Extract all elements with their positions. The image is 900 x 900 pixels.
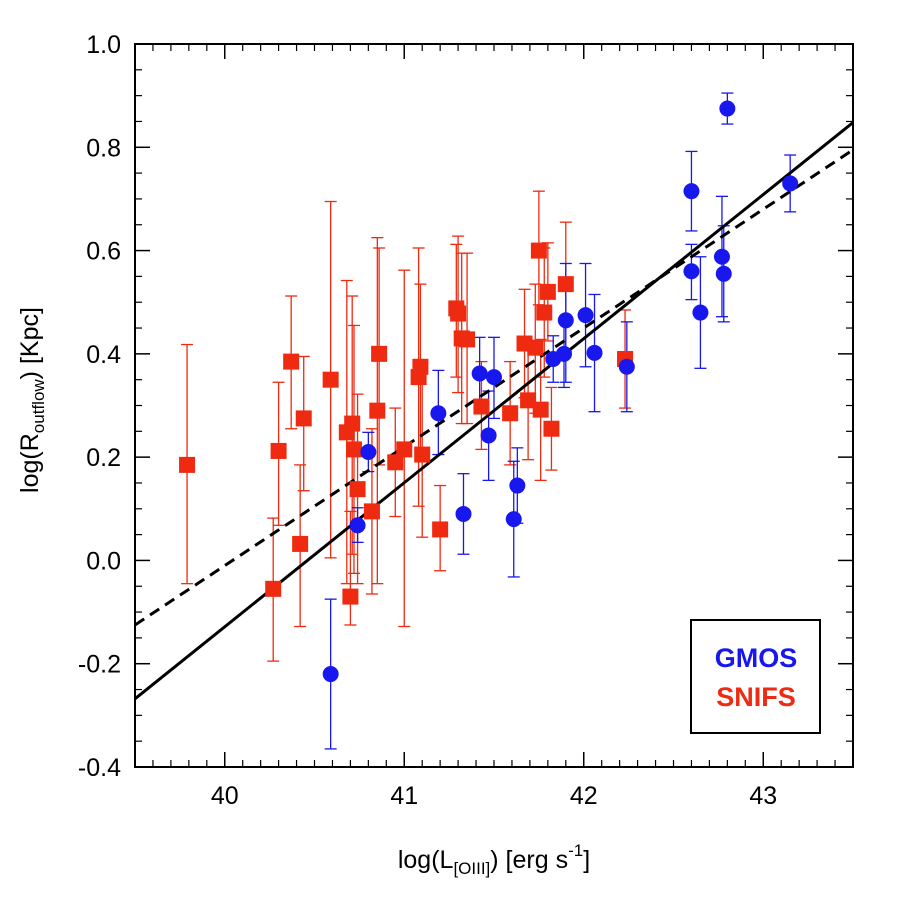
gmos-data-point bbox=[471, 365, 488, 382]
snifs-data-point bbox=[283, 353, 300, 370]
legend-snifs-label: SNIFS bbox=[716, 682, 796, 712]
solid-fit-line bbox=[134, 121, 854, 701]
gmos-data-point bbox=[505, 511, 522, 528]
gmos-data-point bbox=[557, 312, 574, 329]
gmos-data-point bbox=[586, 344, 603, 361]
snifs-data-point bbox=[345, 441, 362, 458]
gmos-data-point bbox=[486, 369, 502, 386]
ticks-layer: 40 41 42 43 -0.4 -0.2 0.0 0.2 0.4 0.6 0.8 1.0 bbox=[78, 31, 854, 810]
snifs-data-point bbox=[432, 521, 449, 538]
snifs-data-point bbox=[530, 242, 547, 259]
snifs-data-point bbox=[295, 410, 312, 427]
x-tick-label: 41 bbox=[390, 782, 418, 810]
gmos-data-point bbox=[349, 517, 366, 534]
snifs-data-point bbox=[396, 441, 413, 458]
gmos-data-point bbox=[719, 100, 736, 117]
snifs-data-point bbox=[459, 331, 476, 348]
gmos-data-point bbox=[480, 427, 497, 444]
gmos-data-point bbox=[509, 477, 526, 494]
snifs-data-point bbox=[520, 392, 537, 409]
snifs-data-point bbox=[292, 535, 309, 552]
y-axis-label: log(Routflow) [Kpc] bbox=[16, 307, 48, 493]
gmos-data-point bbox=[692, 304, 709, 321]
gmos-data-point bbox=[455, 505, 472, 522]
snifs-data-point bbox=[414, 446, 431, 463]
gmos-data-point bbox=[715, 265, 732, 282]
y-tick-label: 1.0 bbox=[86, 31, 121, 59]
snifs-data-point bbox=[349, 481, 366, 498]
snifs-data-point bbox=[369, 402, 386, 419]
gmos-data-point bbox=[360, 443, 377, 460]
y-tick-label: 0.2 bbox=[86, 444, 121, 472]
gmos-data-point bbox=[618, 358, 635, 375]
gmos-data-point bbox=[556, 345, 573, 362]
y-tick-label: -0.4 bbox=[78, 754, 121, 782]
gmos-data-point bbox=[713, 248, 730, 265]
x-tick-label: 43 bbox=[749, 782, 777, 810]
snifs-data-point bbox=[387, 454, 404, 471]
gmos-data-point bbox=[683, 263, 700, 280]
y-tick-label: 0.8 bbox=[86, 134, 121, 162]
snifs-data-point bbox=[502, 405, 519, 422]
gmos-data-point bbox=[782, 175, 799, 192]
snifs-data-point bbox=[270, 442, 287, 459]
y-tick-label: -0.2 bbox=[78, 651, 121, 679]
snifs-data-point bbox=[344, 415, 361, 432]
data-points-layer bbox=[179, 100, 799, 683]
snifs-data-point bbox=[527, 339, 544, 356]
x-tick-label: 40 bbox=[211, 782, 239, 810]
y-tick-label: 0.4 bbox=[86, 341, 121, 369]
plot-frame bbox=[134, 43, 854, 768]
snifs-data-point bbox=[265, 580, 282, 597]
snifs-data-point bbox=[536, 304, 553, 321]
snifs-data-point bbox=[412, 358, 429, 375]
snifs-data-point bbox=[543, 420, 560, 437]
gmos-data-point bbox=[683, 183, 700, 200]
snifs-data-point bbox=[342, 588, 359, 605]
gmos-data-point bbox=[322, 666, 339, 683]
legend: GMOS SNIFS bbox=[690, 619, 821, 734]
legend-gmos-label: GMOS bbox=[715, 643, 798, 673]
gmos-data-point bbox=[577, 307, 594, 324]
gmos-data-point bbox=[430, 405, 447, 422]
fit-lines-layer bbox=[134, 121, 854, 701]
snifs-data-point bbox=[363, 503, 380, 520]
snifs-data-point bbox=[179, 456, 196, 473]
y-tick-label: 0.6 bbox=[86, 238, 121, 266]
snifs-data-point bbox=[450, 305, 467, 322]
x-tick-label: 42 bbox=[570, 782, 598, 810]
x-axis-label: log(L[OIII]) [erg s-1] bbox=[398, 841, 590, 878]
snifs-data-point bbox=[532, 401, 549, 418]
y-tick-label: 0.0 bbox=[86, 547, 121, 575]
snifs-data-point bbox=[539, 283, 556, 300]
snifs-data-point bbox=[473, 398, 490, 415]
snifs-data-point bbox=[371, 345, 388, 362]
legend-box bbox=[690, 619, 821, 734]
snifs-data-point bbox=[557, 276, 574, 293]
snifs-data-point bbox=[322, 371, 339, 388]
